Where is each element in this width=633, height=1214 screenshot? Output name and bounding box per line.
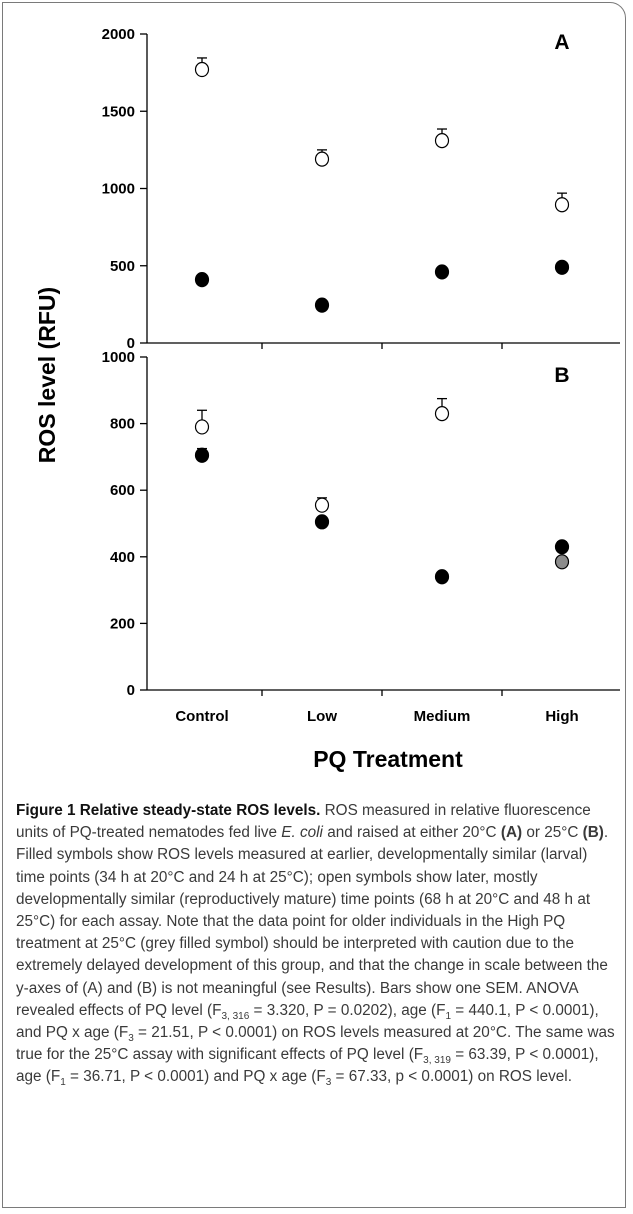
panel-b-y-tick-label: 400	[110, 549, 135, 566]
x-axis-label: PQ Treatment	[313, 746, 463, 772]
caption-text-4: . Filled symbols show ROS levels measure…	[16, 824, 609, 1019]
x-tick-label: Control	[175, 708, 228, 725]
caption-sub-4: 3, 319	[423, 1055, 451, 1067]
x-tick-label: Medium	[414, 708, 471, 725]
figure-caption: Figure 1 Relative steady-state ROS level…	[16, 800, 616, 1089]
filled-point	[434, 569, 450, 585]
caption-ref-a: (A)	[500, 824, 523, 842]
open-point	[434, 133, 450, 149]
open-point	[314, 497, 330, 513]
caption-sub-1: 3, 316	[221, 1010, 250, 1022]
open-point	[434, 406, 450, 422]
filled-point	[554, 539, 570, 555]
caption-text-5: = 3.320, P = 0.0202), age (F	[249, 1001, 446, 1019]
filled-point	[554, 259, 570, 275]
panel-a-y-tick-label: 0	[127, 335, 135, 352]
filled-point	[194, 272, 210, 288]
caption-text-8: = 63.39, P < 0.0001), age (F	[16, 1046, 599, 1086]
figure-frame	[2, 2, 626, 1208]
panel-b-y-tick-label: 0	[127, 682, 135, 699]
caption-species: E. coli	[281, 824, 323, 842]
panel-a-y-tick-label: 1000	[102, 181, 135, 198]
y-axis-label: ROS level (RFU)	[34, 287, 60, 463]
filled-point	[434, 264, 450, 280]
x-tick-label: High	[545, 708, 578, 725]
caption-text-3: or 25°C	[522, 824, 583, 842]
open-point	[194, 419, 210, 435]
caption-ref-b: (B)	[582, 824, 604, 842]
panel-b-y-tick-label: 200	[110, 615, 135, 632]
panel-b-letter: B	[554, 364, 569, 387]
filled-point	[314, 514, 330, 530]
x-category-labels: Control Low Medium High	[175, 708, 578, 725]
open-point	[314, 151, 330, 167]
open-point	[554, 197, 570, 213]
x-tick-label: Low	[307, 708, 337, 725]
figure-chart: 0 500 1000 1500 2000 A 0 200 400 600 800 1000 B Con…	[34, 26, 620, 772]
grey-filled-point	[554, 554, 570, 570]
caption-sub-6: 3	[325, 1077, 332, 1089]
caption-sub-2: 1	[445, 1010, 452, 1022]
panel-b-y-tick-label: 1000	[102, 349, 135, 366]
panel-b: 0 200 400 600 800 1000 B	[102, 349, 620, 699]
caption-text-2: and raised at either 20°C	[322, 824, 501, 842]
caption-text-7: = 21.51, P < 0.0001) on ROS levels measu…	[16, 1024, 615, 1064]
panel-a-y-tick-label: 2000	[102, 26, 135, 43]
caption-text-1: ROS measured in relative fluorescence un…	[16, 802, 591, 842]
panel-a-y-tick-label: 500	[110, 258, 135, 275]
panel-b-y-tick-label: 800	[110, 416, 135, 433]
caption-sub-5: 1	[60, 1077, 66, 1089]
panel-a-y-tick-label: 1500	[102, 103, 135, 120]
caption-title: Figure 1 Relative steady-state ROS level…	[16, 802, 321, 819]
caption-sub-3: 3	[128, 1033, 134, 1045]
open-point	[194, 61, 210, 78]
caption-text-10: = 67.33, p < 0.0001) on ROS level.	[331, 1068, 572, 1086]
filled-point	[314, 297, 330, 313]
panel-a-letter: A	[554, 31, 569, 54]
caption-text-9: = 36.71, P < 0.0001) and PQ x age (F	[65, 1068, 326, 1086]
panel-a: 0 500 1000 1500 2000 A	[102, 26, 620, 352]
panel-b-y-tick-label: 600	[110, 482, 135, 499]
filled-point	[194, 447, 210, 463]
caption-text-6: = 440.1, P < 0.0001), and PQ x age (F	[16, 1001, 599, 1042]
